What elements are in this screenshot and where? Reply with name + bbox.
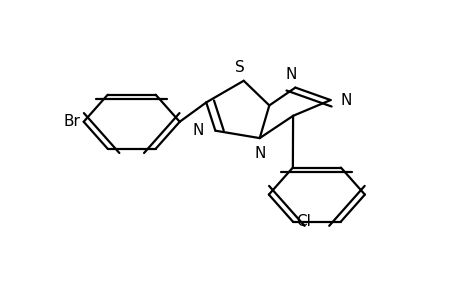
Text: Br: Br — [63, 114, 80, 129]
Text: N: N — [285, 67, 296, 82]
Text: Cl: Cl — [296, 214, 311, 229]
Text: N: N — [192, 123, 203, 138]
Text: S: S — [235, 60, 244, 75]
Text: N: N — [253, 146, 265, 160]
Text: N: N — [340, 93, 351, 108]
